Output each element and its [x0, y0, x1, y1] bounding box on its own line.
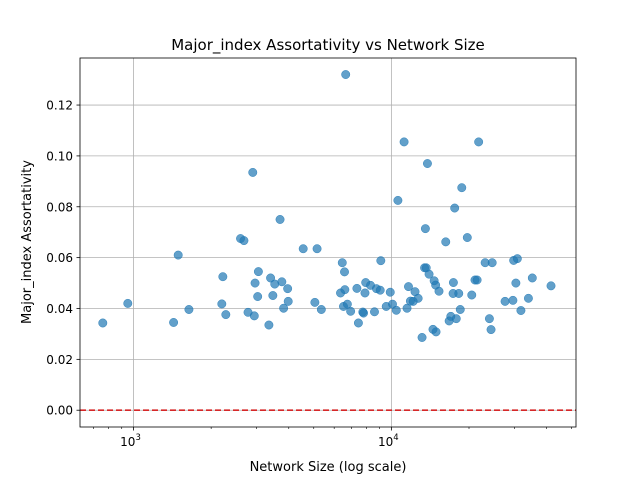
- data-point: [264, 320, 274, 330]
- data-point: [404, 282, 413, 292]
- data-point: [359, 308, 369, 318]
- data-point: [441, 237, 451, 247]
- data-point: [337, 258, 347, 268]
- data-point: [451, 314, 461, 324]
- y-axis-ticks: 0.00 0.02 0.04 0.06 0.08 0.10 0.12: [46, 99, 80, 418]
- data-point: [508, 295, 518, 305]
- data-point: [266, 273, 276, 283]
- data-point: [375, 285, 385, 295]
- data-point: [218, 272, 228, 282]
- data-point: [512, 254, 522, 264]
- data-point: [376, 256, 386, 266]
- data-point: [268, 291, 278, 300]
- data-point: [340, 285, 350, 295]
- data-point: [250, 278, 260, 288]
- data-point: [253, 267, 263, 277]
- data-point: [523, 293, 533, 303]
- data-point: [455, 305, 465, 314]
- points-layer: [98, 70, 556, 342]
- data-point: [298, 244, 308, 254]
- data-point: [448, 278, 458, 288]
- data-point: [393, 195, 403, 205]
- data-point: [484, 314, 494, 324]
- data-point: [312, 244, 322, 254]
- data-point: [450, 203, 460, 213]
- data-point: [169, 318, 179, 327]
- data-point: [239, 236, 249, 246]
- data-point: [346, 306, 356, 316]
- x-axis-ticks: 103 104: [93, 427, 572, 449]
- data-point: [527, 273, 537, 283]
- data-point: [310, 297, 320, 307]
- x-tick-label: 103: [120, 433, 141, 449]
- data-point: [275, 215, 285, 224]
- y-tick-label: 0.06: [46, 251, 73, 265]
- data-point: [316, 305, 326, 314]
- y-tick-label: 0.12: [46, 99, 73, 113]
- x-axis-label: Network Size (log scale): [250, 460, 407, 475]
- data-point: [391, 305, 401, 315]
- data-point: [486, 325, 496, 335]
- data-point: [399, 137, 409, 147]
- plot-frame: [79, 57, 577, 428]
- data-point: [385, 287, 395, 297]
- data-point: [431, 327, 441, 337]
- data-point: [474, 137, 484, 147]
- data-point: [422, 159, 432, 168]
- data-point: [434, 286, 444, 296]
- data-point: [546, 281, 556, 291]
- y-tick-label: 0.04: [46, 302, 73, 316]
- data-point: [341, 70, 351, 79]
- data-point: [500, 296, 510, 306]
- y-tick-label: 0.00: [46, 404, 73, 418]
- data-point: [277, 277, 287, 287]
- data-point: [417, 333, 427, 342]
- data-point: [184, 305, 194, 314]
- data-point: [249, 311, 259, 321]
- y-tick-label: 0.02: [46, 353, 73, 367]
- data-point: [420, 224, 430, 234]
- x-tick-label: 104: [378, 433, 399, 449]
- data-point: [457, 183, 467, 193]
- data-point: [248, 167, 258, 177]
- y-axis-label: Major_index Assortativity: [20, 160, 35, 324]
- data-point: [283, 284, 293, 294]
- data-point: [352, 283, 362, 293]
- data-point: [253, 292, 263, 301]
- data-point: [279, 303, 289, 313]
- data-point: [511, 278, 521, 288]
- data-point: [173, 250, 183, 260]
- data-point: [123, 298, 133, 308]
- data-point: [283, 296, 293, 306]
- data-point: [221, 310, 231, 320]
- data-point: [424, 269, 434, 279]
- data-point: [462, 233, 472, 242]
- y-tick-label: 0.08: [46, 200, 73, 214]
- data-point: [413, 293, 423, 303]
- data-point: [454, 289, 464, 298]
- data-point: [217, 299, 227, 309]
- data-point: [98, 318, 108, 328]
- chart-title: Major_index Assortativity vs Network Siz…: [171, 36, 485, 55]
- data-point: [516, 306, 526, 315]
- data-point: [353, 318, 363, 328]
- data-point: [487, 258, 497, 268]
- data-point: [467, 290, 477, 300]
- y-tick-label: 0.10: [46, 149, 73, 163]
- data-point: [360, 288, 370, 298]
- data-point: [340, 267, 349, 277]
- data-point: [472, 275, 482, 285]
- data-point: [370, 307, 379, 317]
